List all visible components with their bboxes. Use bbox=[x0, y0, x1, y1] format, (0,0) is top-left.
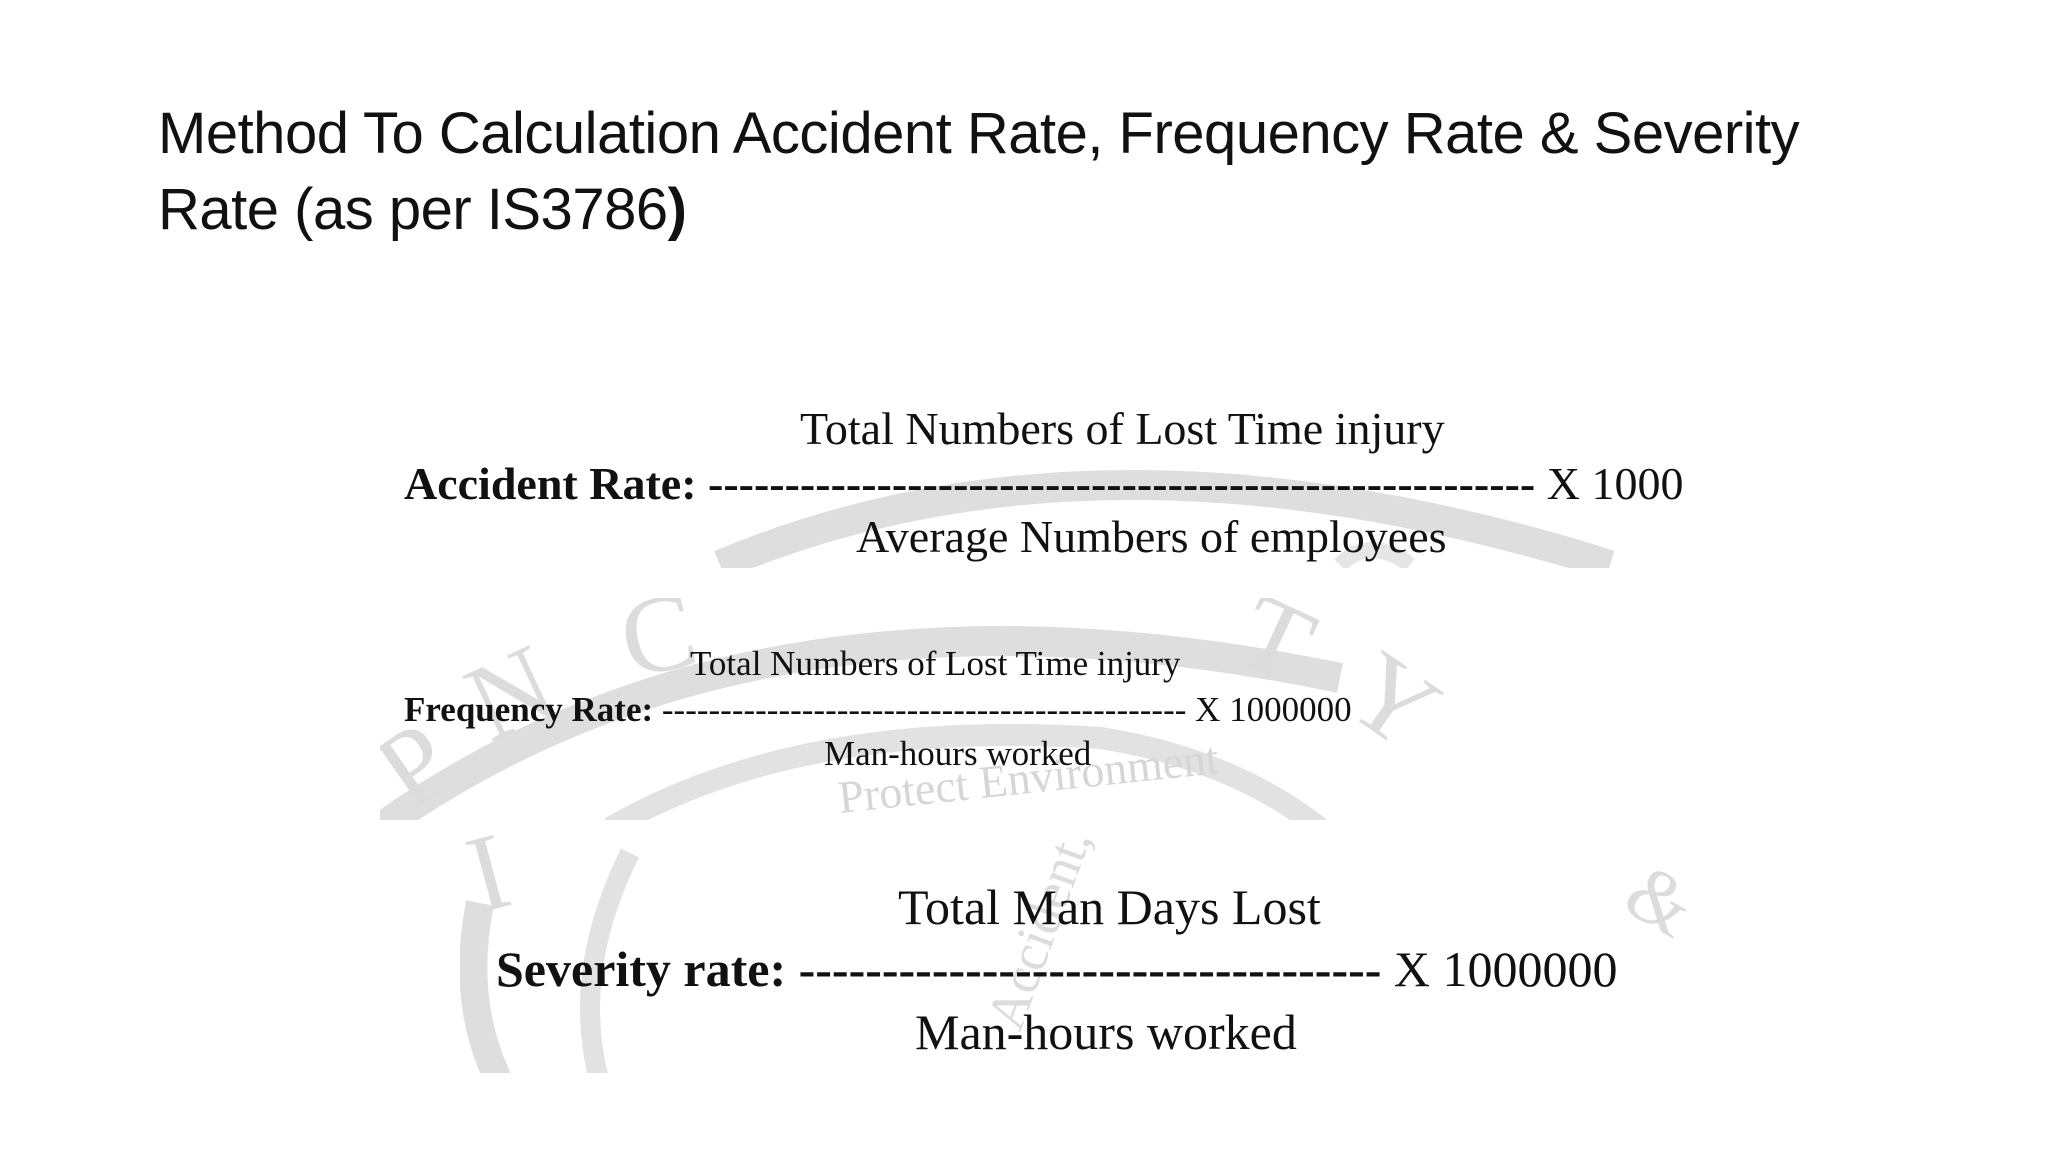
frequency-multiplier: X 1000000 bbox=[1195, 690, 1352, 729]
slide-title-close-paren: ) bbox=[667, 177, 687, 242]
severity-main-line: Severity rate: -------------------------… bbox=[496, 940, 1618, 998]
severity-multiplier: X 1000000 bbox=[1393, 941, 1618, 997]
frequency-numerator: Total Numbers of Lost Time injury bbox=[690, 644, 1181, 683]
slide-title-text: Method To Calculation Accident Rate, Fre… bbox=[158, 101, 1800, 242]
accident-label: Accident Rate: bbox=[404, 458, 697, 509]
accident-fraction-bar: ----------------------------------------… bbox=[708, 458, 1536, 509]
frequency-fraction-bar: ----------------------------------------… bbox=[661, 690, 1187, 729]
severity-rate-formula: I & Accident, Total Man Days Lost Severi… bbox=[460, 833, 1700, 1073]
frequency-label: Frequency Rate: bbox=[404, 690, 654, 729]
accident-numerator: Total Numbers of Lost Time injury bbox=[800, 403, 1445, 454]
frequency-main-line: Frequency Rate: ------------------------… bbox=[404, 690, 1352, 730]
severity-fraction-bar: ----------------------------------- bbox=[798, 941, 1382, 997]
slide-title: Method To Calculation Accident Rate, Fre… bbox=[158, 96, 1918, 248]
severity-denominator: Man-hours worked bbox=[915, 1004, 1297, 1060]
watermark-letter-i: I bbox=[460, 833, 522, 936]
accident-main-line: Accident Rate: -------------------------… bbox=[404, 457, 1683, 510]
accident-multiplier: X 1000 bbox=[1546, 458, 1684, 509]
accident-denominator: Average Numbers of employees bbox=[856, 511, 1447, 562]
watermark-ampersand: & bbox=[1611, 847, 1700, 954]
severity-numerator: Total Man Days Lost bbox=[898, 879, 1321, 935]
severity-label: Severity rate: bbox=[496, 941, 787, 997]
frequency-rate-formula: P N C T Y Protect Environment Total Numb… bbox=[380, 598, 1470, 820]
accident-rate-formula: Total Numbers of Lost Time injury Accide… bbox=[380, 385, 1730, 568]
frequency-denominator: Man-hours worked bbox=[824, 734, 1092, 773]
